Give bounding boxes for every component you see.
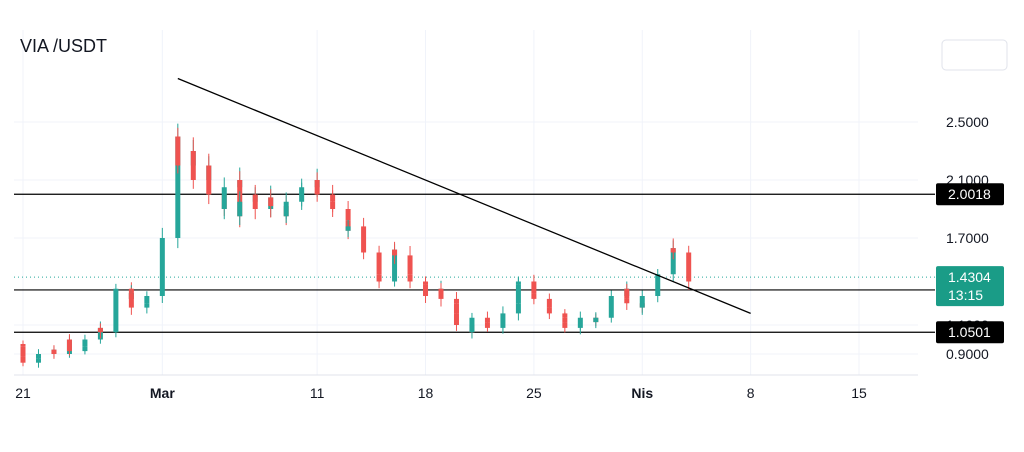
level-badge	[936, 321, 1004, 344]
candle-body	[531, 293, 537, 299]
candle-body	[82, 339, 88, 347]
candle-body	[35, 354, 41, 359]
candle-body	[392, 249, 398, 282]
candle-body	[407, 274, 413, 282]
candle-body	[128, 293, 134, 308]
candle-body	[453, 313, 459, 325]
candle-body	[515, 284, 521, 304]
candle-body	[484, 322, 490, 328]
current-price-label: 1.4304	[948, 269, 991, 285]
candles	[20, 123, 692, 368]
countdown-label: 13:15	[948, 287, 983, 303]
level-badge-label: 1.0501	[948, 324, 991, 340]
candle-body	[113, 288, 119, 311]
candle-body	[686, 252, 692, 282]
trendline	[177, 77, 751, 315]
y-tick-label: 2.5000	[946, 114, 989, 130]
candle-body	[66, 339, 72, 352]
candle-body	[639, 296, 645, 308]
candle-body	[670, 248, 676, 275]
x-tick-label: 15	[851, 385, 867, 401]
candle-body	[562, 322, 568, 328]
chart-title: VIA /USDT	[20, 36, 107, 56]
level-badge	[936, 183, 1004, 206]
candle-body	[175, 209, 181, 238]
chart-widget-box[interactable]	[941, 39, 1008, 71]
candle-body	[190, 151, 196, 180]
candle-body	[593, 317, 599, 323]
candle-body	[314, 180, 320, 195]
candle-body	[392, 249, 398, 256]
candle-body	[206, 165, 212, 195]
candle-body	[376, 274, 382, 282]
candle-body	[608, 296, 614, 311]
y-tick-label: 1.7000	[946, 230, 989, 246]
candle-body	[515, 281, 521, 285]
candle-body	[159, 267, 165, 296]
x-tick-label: 18	[418, 385, 434, 401]
candle-body	[252, 194, 258, 209]
current-price-badge	[936, 266, 1004, 307]
y-tick-label: 0.9000	[946, 346, 989, 362]
candle-body	[268, 197, 274, 207]
candle-body	[237, 201, 243, 217]
candle-body	[655, 281, 661, 296]
candle-body	[283, 201, 289, 209]
candle-body	[577, 317, 583, 325]
candle-body	[51, 349, 57, 354]
candle-body	[299, 187, 305, 195]
candle-body	[438, 288, 444, 299]
candle-body	[159, 238, 165, 267]
x-tick-label: Mar	[150, 385, 175, 401]
x-tick-label: 8	[747, 385, 755, 401]
candle-body	[144, 296, 150, 304]
candle-body	[97, 327, 103, 333]
candle-body	[221, 187, 227, 209]
candle-body	[113, 310, 119, 333]
x-tick-label: Nis	[631, 385, 653, 401]
level-lines	[14, 193, 935, 333]
x-tick-label: 21	[15, 385, 31, 401]
candle-body	[670, 248, 676, 253]
candle-body	[423, 284, 429, 296]
candle-body	[20, 356, 26, 363]
candle-body	[469, 317, 475, 333]
candle-body	[345, 226, 351, 231]
candle-body	[175, 136, 181, 166]
candle-body	[624, 298, 630, 304]
candle-body	[546, 307, 552, 314]
x-tick-label: 25	[526, 385, 542, 401]
candle-body	[655, 274, 661, 282]
candle-body	[330, 201, 336, 209]
candle-body	[500, 313, 506, 325]
candle-body	[361, 238, 367, 253]
level-badge-label: 2.0018	[948, 186, 991, 202]
candle-body	[376, 252, 382, 275]
x-tick-label: 11	[310, 385, 325, 401]
trendline-layer	[177, 77, 751, 315]
